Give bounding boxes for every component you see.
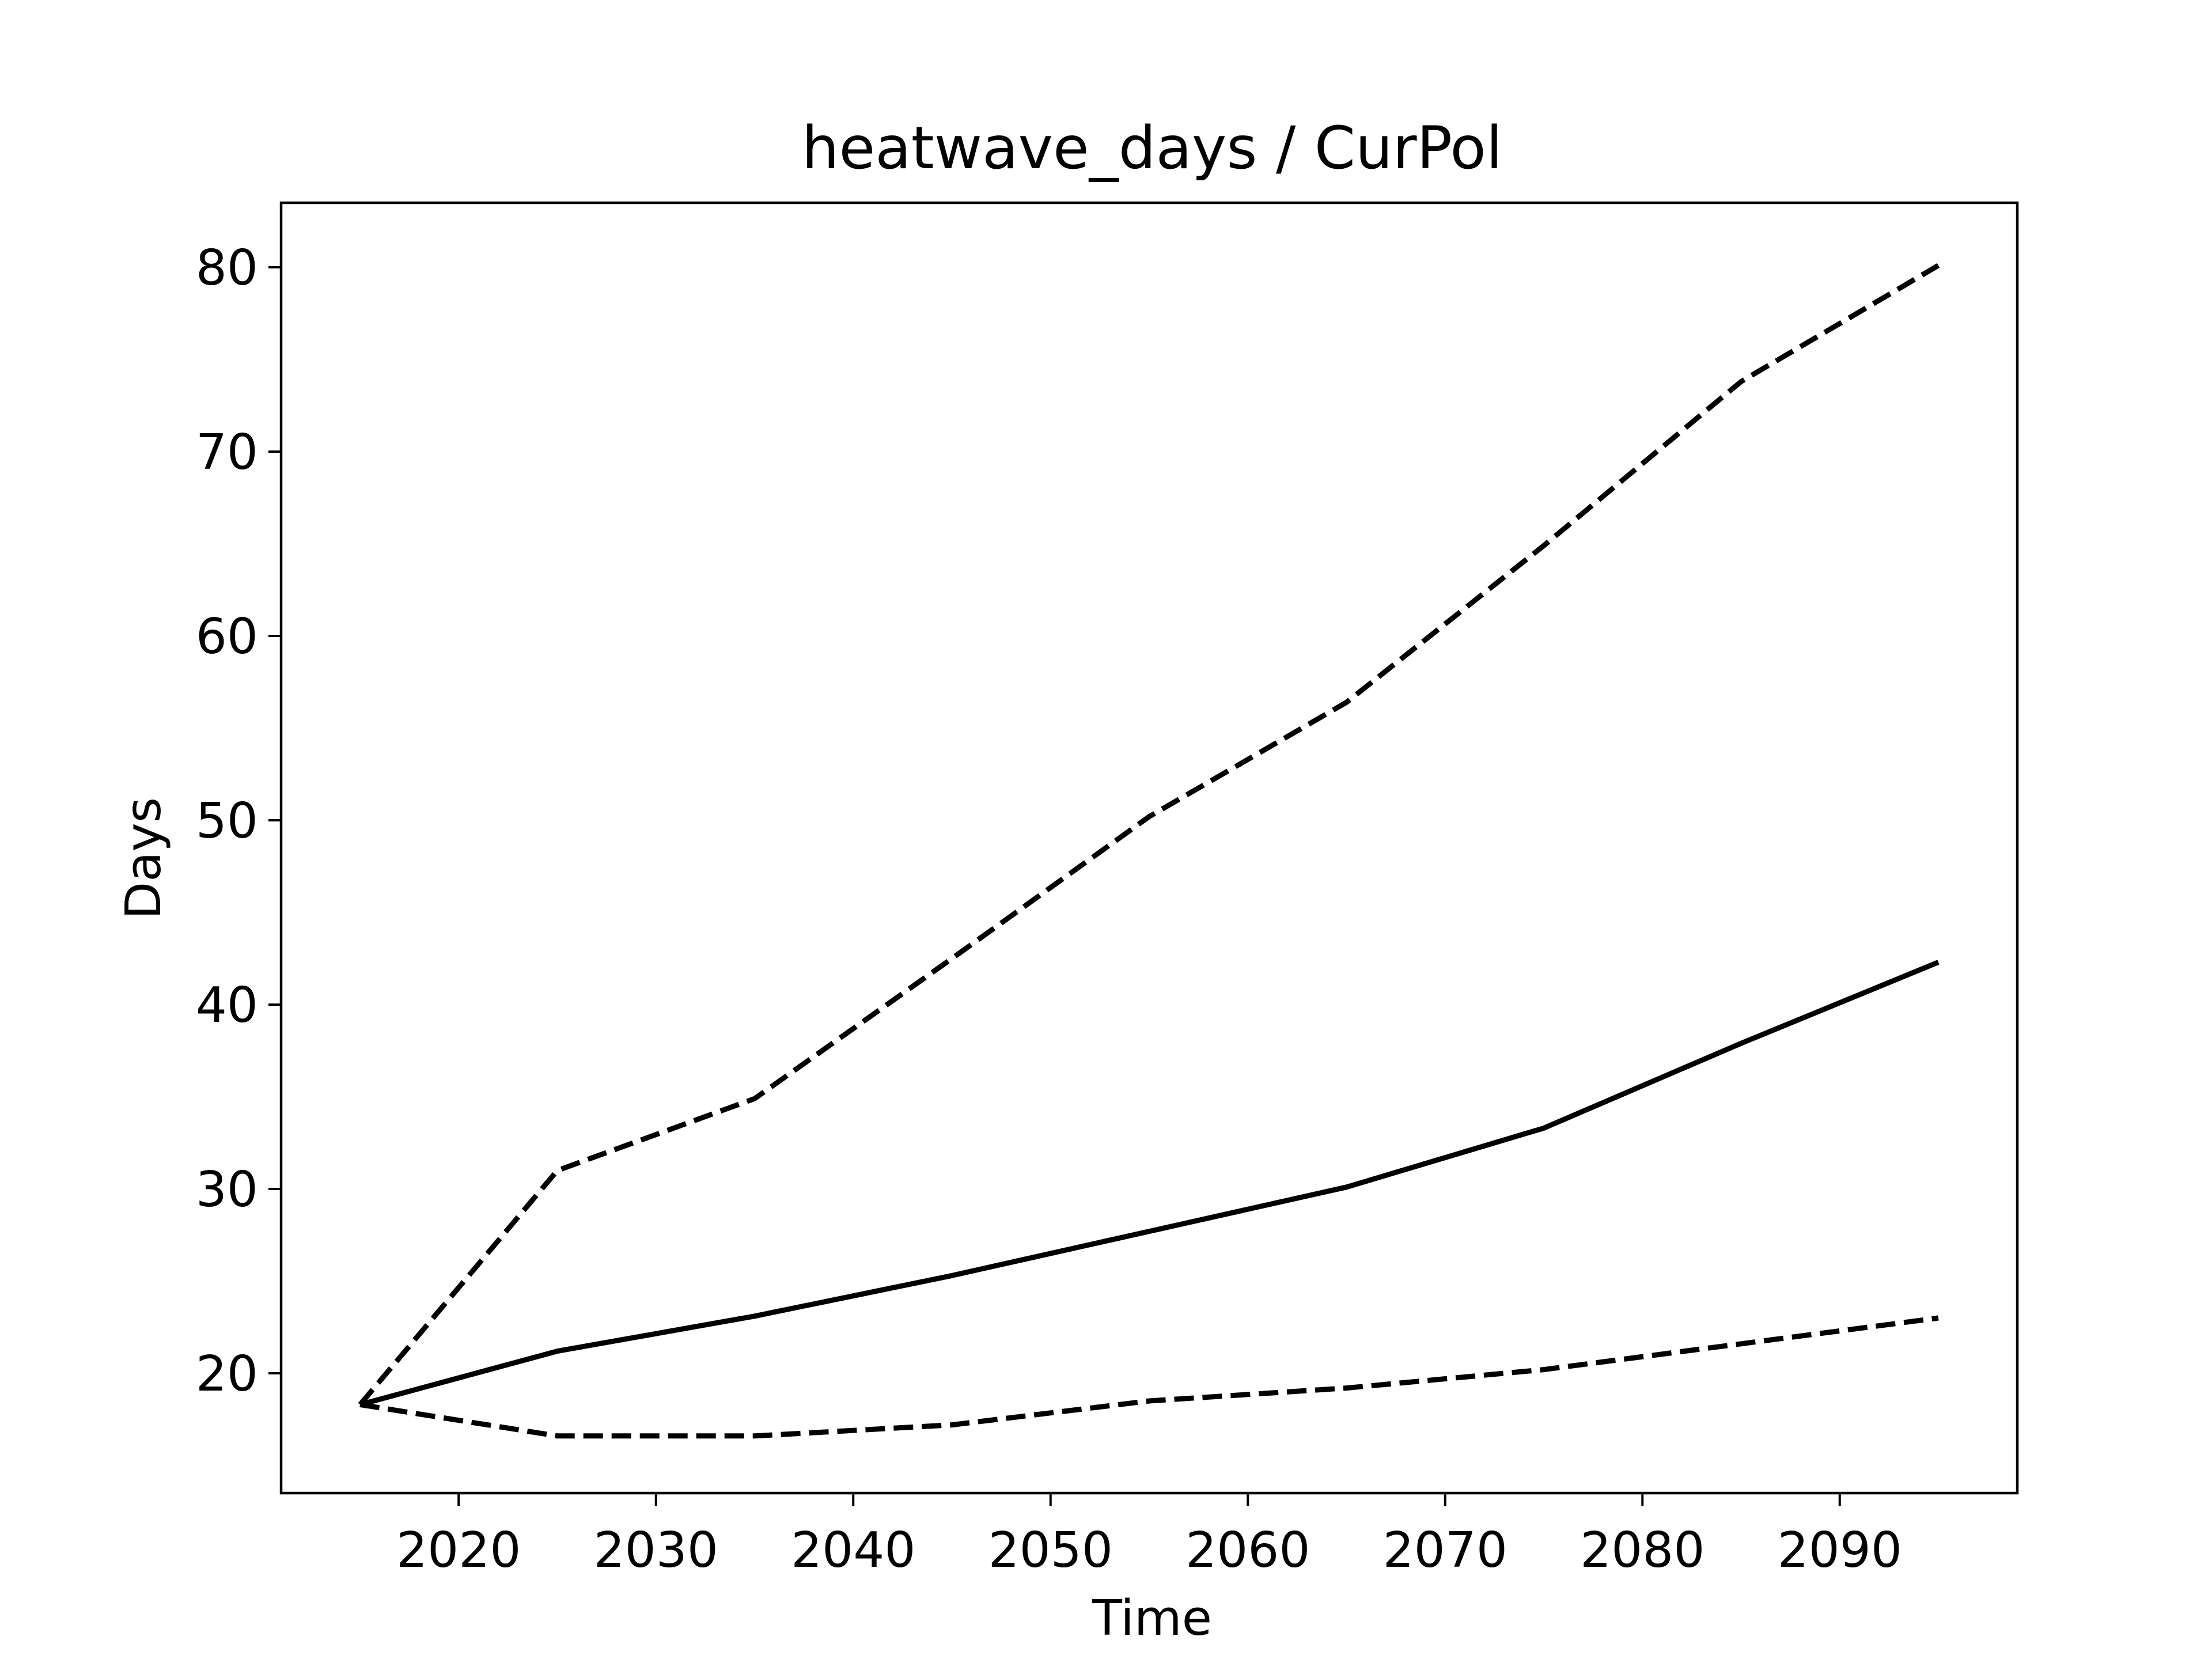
y-tick-label: 30 (196, 1161, 258, 1218)
series-line-2 (358, 263, 1940, 1407)
x-tick-label: 2030 (594, 1522, 718, 1579)
series-line-1 (359, 960, 1940, 1407)
chart-title: heatwave_days / CurPol (802, 114, 1502, 183)
plot-frame (279, 201, 2019, 1495)
x-tick-label: 2020 (396, 1522, 521, 1579)
y-tick-label: 50 (196, 793, 258, 850)
y-tick-label: 70 (196, 424, 258, 481)
x-tick-label: 2070 (1383, 1522, 1508, 1579)
y-axis-ticks: 20 30 40 50 60 70 80 (196, 240, 281, 1403)
y-axis-title: Days (115, 797, 172, 919)
x-tick-label: 2060 (1185, 1522, 1310, 1579)
y-tick-label: 80 (196, 240, 258, 297)
series-line-3 (359, 1315, 1939, 1439)
y-tick-label: 60 (196, 608, 258, 665)
y-tick-label: 40 (196, 977, 258, 1034)
x-tick-label: 2080 (1580, 1522, 1705, 1579)
x-axis-title: Time (1092, 1590, 1212, 1647)
plot-area (279, 201, 2019, 1495)
y-tick-label: 20 (196, 1346, 258, 1403)
x-tick-label: 2050 (988, 1522, 1113, 1579)
x-tick-label: 2040 (791, 1522, 915, 1579)
series-layer (358, 263, 1940, 1439)
x-tick-label: 2090 (1778, 1522, 1902, 1579)
x-axis-ticks: 2020 2030 2040 2050 2060 2070 2080 2090 (396, 1493, 1902, 1579)
